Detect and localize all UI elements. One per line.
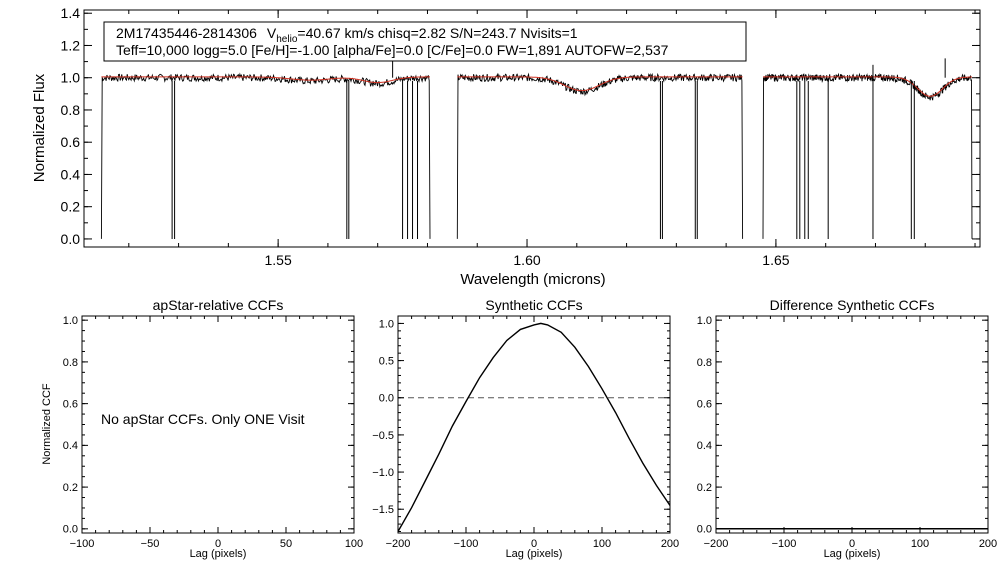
- y-tick-label: −1.5: [372, 504, 394, 516]
- y-tick-label: 0.4: [61, 166, 81, 182]
- difference-ccf-panel: −200 −100 0 100 200 0.0 0.2 0.4 0.6 0.8 1.0 Differ…: [697, 297, 997, 560]
- difference-ccf-ticks: −200 −100 0 100 200 0.0 0.2 0.4 0.6 0.8 1.0: [697, 315, 997, 550]
- x-tick-label: 100: [345, 538, 363, 550]
- star-id: 2M17435446-2814306: [116, 25, 257, 41]
- spectrum-ylabel: Normalized Flux: [31, 73, 48, 182]
- y-tick-label: 0.8: [63, 357, 78, 369]
- x-tick-label: 100: [911, 538, 929, 550]
- y-tick-label: 0.4: [63, 440, 78, 452]
- x-tick-label: 0: [849, 538, 855, 550]
- synthetic-ccf-data: [397, 322, 671, 532]
- y-tick-label: −0.5: [372, 430, 394, 442]
- synthetic-ccf-panel: −200 −100 0 100 200 −1.5 −1.0 −0.5 0.0 0.5 1.0 Syn…: [372, 297, 679, 560]
- apstar-ccf-title: apStar-relative CCFs: [153, 297, 284, 313]
- info-line-1-rest: =40.67 km/s chisq=2.82 S/N=243.7 Nvisits…: [297, 25, 577, 41]
- y-tick-label: 0.0: [379, 393, 394, 405]
- x-tick-label: −100: [772, 538, 797, 550]
- y-tick-label: 0.2: [697, 482, 712, 494]
- apstar-ccf-ylabel: Normalized CCF: [41, 383, 53, 465]
- x-tick-label: 0: [531, 538, 537, 550]
- y-tick-label: 1.4: [61, 5, 81, 21]
- x-tick-label: 100: [593, 538, 611, 550]
- y-tick-label: 0.8: [697, 357, 712, 369]
- x-tick-label: −50: [141, 538, 160, 550]
- x-tick-label: −200: [704, 538, 729, 550]
- spectrum-panel: 1.55 1.60 1.65 0.0 0.2 0.4 0.6 0.8 1.0 1.2 1.4 Nor…: [31, 5, 981, 288]
- spectrum-axis-ticks: 1.55 1.60 1.65 0.0 0.2 0.4 0.6 0.8 1.0 1.2 1.4: [61, 5, 980, 268]
- info-line-2: Teff=10,000 logg=5.0 [Fe/H]=-1.00 [alpha…: [116, 42, 669, 58]
- x-tick-label: 200: [661, 538, 679, 550]
- y-tick-label: 0.2: [63, 482, 78, 494]
- y-tick-label: 0.4: [697, 440, 712, 452]
- y-tick-label: 0.5: [379, 355, 394, 367]
- model-spectrum-chip-3: [763, 76, 972, 97]
- y-tick-label: 0.6: [61, 134, 81, 150]
- info-box-frame: [103, 21, 747, 62]
- no-ccf-message: No apStar CCFs. Only ONE Visit: [101, 411, 305, 427]
- x-tick-label: −200: [386, 538, 411, 550]
- x-tick-label: 0: [215, 538, 221, 550]
- x-tick-label: 1.60: [513, 252, 540, 268]
- observed-spectrum-chip-2: [456, 72, 744, 239]
- x-tick-label: −100: [454, 538, 479, 550]
- y-tick-label: 0.0: [697, 524, 712, 536]
- synthetic-ccf-ticks: −200 −100 0 100 200 −1.5 −1.0 −0.5 0.0 0.5 1.0: [372, 315, 679, 550]
- difference-ccf-xlabel: Lag (pixels): [824, 548, 881, 560]
- vhelio-v: V: [267, 25, 277, 41]
- y-tick-label: 0.0: [61, 231, 81, 247]
- y-tick-label: 1.0: [697, 315, 712, 327]
- model-spectrum-chip-2: [457, 76, 743, 92]
- y-tick-label: 0.8: [61, 102, 81, 118]
- vhelio-sub: helio: [276, 34, 298, 45]
- apstar-ccf-ticks: −100 −50 0 50 100 0.0 0.2 0.4 0.6 0.8 1.0: [63, 315, 363, 550]
- difference-ccf-title: Difference Synthetic CCFs: [770, 297, 935, 313]
- spectrum-plot-frame: [83, 9, 981, 248]
- spectrum-data-area: [100, 48, 973, 239]
- synthetic-ccf-curve: [397, 322, 671, 532]
- observed-spectrum-chip-3: [762, 72, 973, 239]
- info-box: 2M17435446-2814306 Vhelio=40.67 km/s chis…: [103, 21, 747, 62]
- y-tick-label: 0.6: [697, 398, 712, 410]
- observed-spectrum-chip-1: [100, 72, 431, 239]
- x-tick-label: 200: [979, 538, 997, 550]
- y-tick-label: 1.0: [379, 318, 394, 330]
- y-tick-label: 1.0: [63, 315, 78, 327]
- synthetic-ccf-xlabel: Lag (pixels): [506, 548, 563, 560]
- model-spectrum-chip-1: [101, 76, 430, 84]
- info-line-1: 2M17435446-2814306 Vhelio=40.67 km/s chis…: [116, 25, 578, 45]
- y-tick-label: 0.2: [61, 199, 81, 215]
- y-tick-label: 0.0: [63, 524, 78, 536]
- x-tick-label: 1.55: [265, 252, 292, 268]
- apstar-ccf-panel: −100 −50 0 50 100 0.0 0.2 0.4 0.6 0.8 1.0 apStar-r…: [41, 297, 363, 560]
- y-tick-label: 1.2: [61, 37, 81, 53]
- y-tick-label: 0.6: [63, 398, 78, 410]
- x-tick-label: 50: [280, 538, 292, 550]
- x-tick-label: −100: [70, 538, 95, 550]
- apstar-ccf-xlabel: Lag (pixels): [190, 548, 247, 560]
- synthetic-ccf-frame: [397, 315, 671, 534]
- spectrum-xlabel: Wavelength (microns): [460, 271, 605, 288]
- difference-ccf-frame: [715, 315, 989, 534]
- y-tick-label: 1.0: [61, 70, 81, 86]
- synthetic-ccf-title: Synthetic CCFs: [485, 297, 582, 313]
- y-tick-label: −1.0: [372, 467, 394, 479]
- x-tick-label: 1.65: [762, 252, 789, 268]
